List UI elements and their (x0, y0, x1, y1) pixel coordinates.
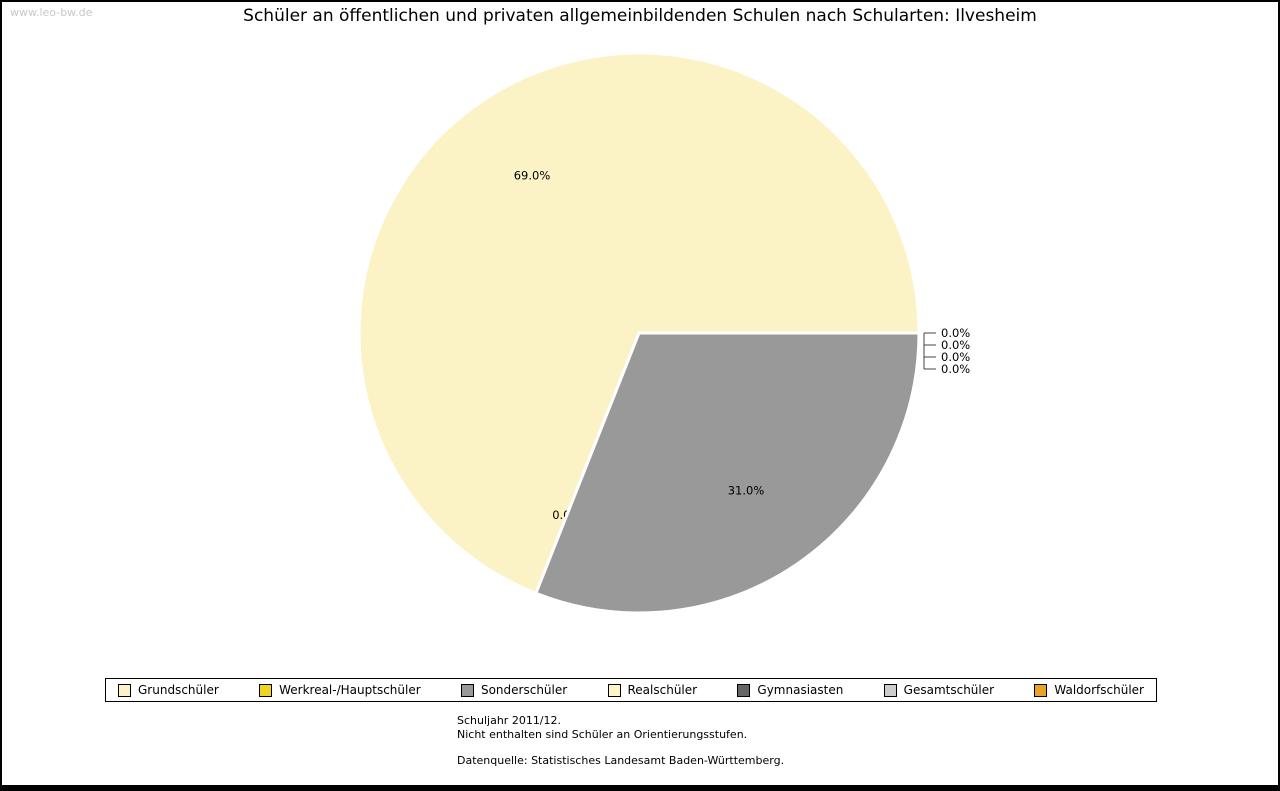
footnotes: Schuljahr 2011/12. Nicht enthalten sind … (457, 714, 784, 768)
legend-swatch (737, 683, 751, 697)
stacked-zero-label: 0.0% (941, 350, 970, 364)
footnote-line-1: Schuljahr 2011/12. (457, 714, 562, 727)
stacked-zero-label: 0.0% (941, 338, 970, 352)
legend-swatch (1034, 683, 1048, 697)
watermark: www.leo-bw.de (10, 6, 93, 19)
legend: Grundschüler Werkreal-/Hauptschüler Sonder… (105, 678, 1157, 702)
legend-item-0: Grundschüler (118, 683, 219, 697)
legend-label: Gesamtschüler (903, 683, 995, 697)
legend-label: Waldorfschüler (1054, 683, 1144, 697)
legend-label: Sonderschüler (480, 683, 568, 697)
legend-item-3: Realschüler (607, 683, 698, 697)
legend-swatch (883, 683, 897, 697)
legend-swatch (118, 683, 131, 697)
legend-swatch (259, 683, 273, 697)
legend-label: Gymnasiasten (757, 683, 844, 697)
legend-swatch (460, 683, 474, 697)
legend-item-6: Waldorfschüler (1034, 683, 1144, 697)
stacked-zero-label: 0.0% (941, 326, 970, 340)
pie-chart: 69.0%0.0%31.0%0.0%0.0%0.0%0.0% (357, 51, 970, 615)
legend-item-1: Werkreal-/Hauptschüler (259, 683, 421, 697)
pie-slice-2 (534, 331, 921, 615)
footnote-line-2: Nicht enthalten sind Schüler an Orientie… (457, 728, 748, 741)
legend-item-5: Gesamtschüler (883, 683, 995, 697)
pie-slice-0 (357, 51, 921, 595)
source-line: Datenquelle: Statistisches Landesamt Bad… (457, 754, 785, 767)
legend-label: Werkreal-/Hauptschüler (279, 683, 421, 697)
legend-label: Grundschüler (138, 683, 219, 697)
legend-label: Realschüler (627, 683, 698, 697)
slice-label: 31.0% (728, 484, 765, 498)
slice-label: 69.0% (514, 169, 551, 183)
legend-item-2: Sonderschüler (460, 683, 568, 697)
stacked-zero-label: 0.0% (941, 362, 970, 376)
legend-swatch (607, 683, 621, 697)
legend-item-4: Gymnasiasten (737, 683, 843, 697)
chart-title: Schüler an öffentlichen und privaten all… (243, 6, 1037, 26)
